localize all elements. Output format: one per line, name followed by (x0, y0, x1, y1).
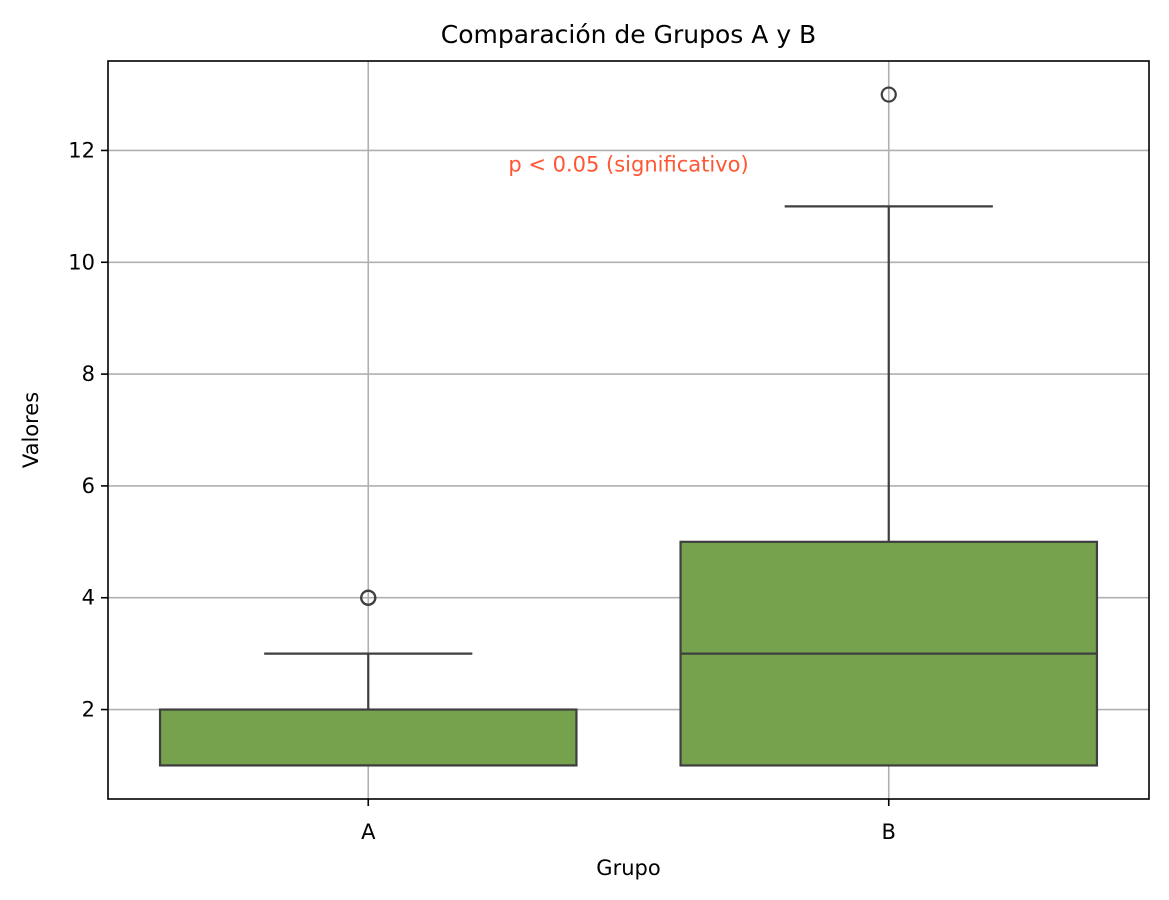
y-tick-label: 2 (82, 698, 95, 722)
x-axis-title: Grupo (596, 856, 660, 880)
x-tick-label: A (361, 820, 376, 844)
x-tick-label: B (882, 820, 896, 844)
chart-title: Comparación de Grupos A y B (441, 20, 816, 49)
axis-ticks: 2 4 6 8 10 12 A B (68, 138, 896, 844)
y-axis-title: Valores (19, 392, 43, 468)
box-body (158, 708, 578, 767)
box-plots (158, 86, 1099, 767)
outlier-point (360, 589, 377, 606)
y-tick-label: 12 (68, 138, 95, 162)
significance-annotation: p < 0.05 (significativo) (508, 152, 748, 176)
plot-area-frame (107, 60, 1150, 800)
box-group-A (158, 589, 578, 767)
outlier-point (880, 86, 897, 103)
y-tick-label: 8 (82, 362, 95, 386)
box-group-B (679, 86, 1099, 767)
y-tick-label: 10 (68, 250, 95, 274)
y-tick-label: 4 (82, 586, 95, 610)
y-tick-label: 6 (82, 474, 95, 498)
